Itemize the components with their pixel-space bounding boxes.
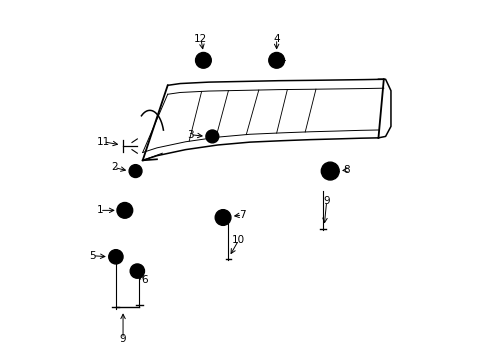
Circle shape bbox=[215, 210, 230, 225]
Circle shape bbox=[135, 269, 140, 274]
Circle shape bbox=[195, 53, 211, 68]
Text: 8: 8 bbox=[342, 165, 349, 175]
Circle shape bbox=[113, 254, 118, 259]
Circle shape bbox=[200, 57, 206, 64]
Circle shape bbox=[117, 203, 132, 218]
Circle shape bbox=[205, 130, 218, 143]
Circle shape bbox=[130, 264, 144, 278]
Circle shape bbox=[209, 134, 215, 139]
Text: 10: 10 bbox=[232, 235, 245, 245]
Circle shape bbox=[132, 168, 138, 174]
Circle shape bbox=[268, 53, 284, 68]
Text: 11: 11 bbox=[97, 137, 110, 147]
Circle shape bbox=[220, 215, 225, 220]
Circle shape bbox=[121, 207, 128, 214]
Text: 7: 7 bbox=[239, 210, 245, 220]
Text: 3: 3 bbox=[186, 130, 193, 140]
Text: 1: 1 bbox=[96, 205, 103, 215]
Circle shape bbox=[326, 167, 333, 175]
Text: 9: 9 bbox=[323, 197, 329, 206]
Circle shape bbox=[321, 162, 339, 180]
Circle shape bbox=[273, 57, 279, 63]
Text: 2: 2 bbox=[111, 162, 117, 172]
Text: 4: 4 bbox=[273, 34, 280, 44]
Text: 5: 5 bbox=[89, 251, 96, 261]
Circle shape bbox=[108, 249, 123, 264]
Circle shape bbox=[129, 165, 142, 177]
Text: 12: 12 bbox=[194, 34, 207, 44]
Text: 6: 6 bbox=[141, 275, 147, 285]
Text: 9: 9 bbox=[120, 334, 126, 344]
